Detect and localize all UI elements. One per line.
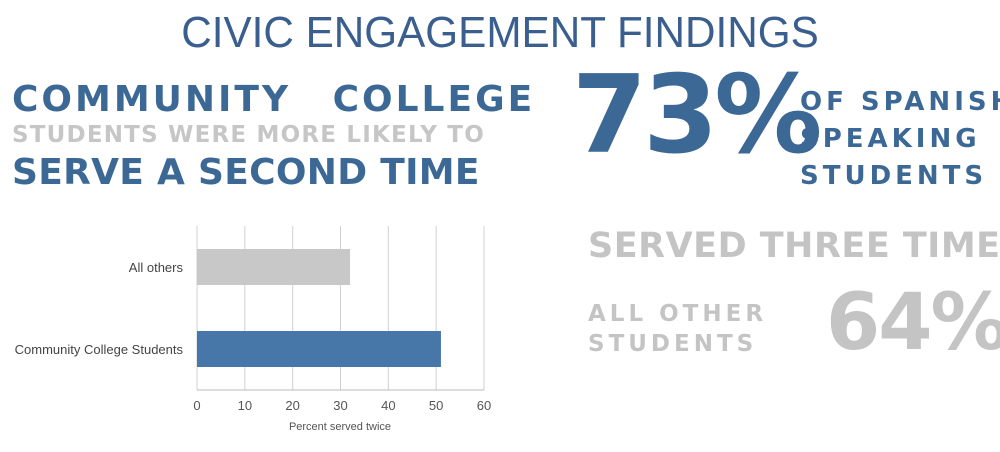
chart-bars	[197, 249, 441, 367]
all-other-line-2: STUDENTS	[588, 331, 758, 357]
heading-line-3: SERVE A SECOND TIME	[12, 152, 480, 193]
tick-label-50: 50	[429, 398, 443, 413]
chart-category-labels: All others Community College Students	[15, 260, 184, 357]
all-other-students-label: ALL OTHER STUDENTS	[588, 299, 767, 359]
category-label-all-others: All others	[129, 260, 184, 275]
spanish-label-line-1: OF SPANISH	[800, 87, 1000, 117]
spanish-students-label: OF SPANISH SPEAKING STUDENTS	[800, 84, 1000, 195]
all-other-line-1: ALL OTHER	[588, 301, 768, 327]
heading-line-1: COMMUNITY COLLEGE	[12, 79, 536, 120]
heading-line-2: STUDENTS WERE MORE LIKELY TO	[12, 122, 485, 148]
page-title: CIVIC ENGAGEMENT FINDINGS	[181, 8, 819, 57]
left-heading: COMMUNITY COLLEGE STUDENTS WERE MORE LIK…	[12, 79, 536, 193]
stat-64-percent: 64%	[826, 278, 1000, 368]
tick-label-10: 10	[238, 398, 252, 413]
spanish-label-line-2: SPEAKING	[800, 124, 981, 154]
x-axis-label: Percent served twice	[289, 421, 391, 433]
tick-label-0: 0	[193, 398, 200, 413]
tick-label-40: 40	[381, 398, 395, 413]
chart-tick-labels: 0 10 20 30 40 50 60	[193, 398, 491, 413]
served-three-times-label: SERVED THREE TIMES	[588, 226, 1000, 266]
bar-community-college-students	[197, 331, 441, 367]
tick-label-30: 30	[333, 398, 347, 413]
tick-label-60: 60	[477, 398, 491, 413]
tick-label-20: 20	[285, 398, 299, 413]
stat-73-percent: 73%	[572, 53, 823, 178]
category-label-community-college-students: Community College Students	[15, 342, 184, 357]
bar-chart: All others Community College Students 0 10…	[15, 226, 491, 433]
spanish-label-line-3: STUDENTS	[800, 161, 988, 191]
bar-all-others	[197, 249, 351, 285]
